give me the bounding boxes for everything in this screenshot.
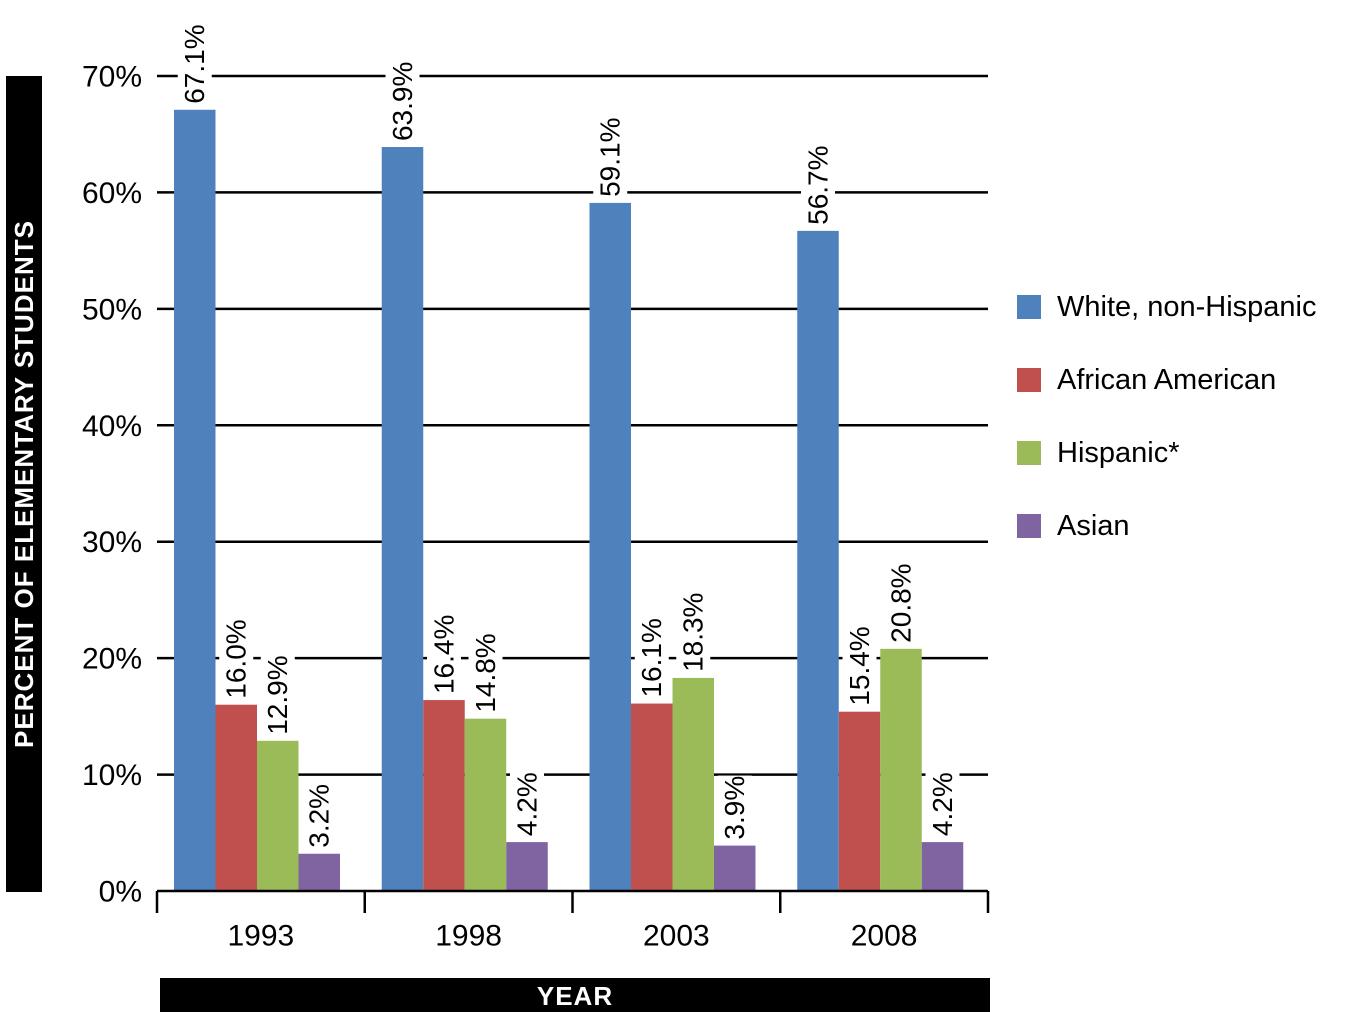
data-label: 16.1% (636, 618, 667, 697)
gridlines (157, 74, 988, 776)
data-label: 16.0% (221, 619, 252, 698)
x-tick-label: 1993 (228, 920, 295, 953)
bars (174, 109, 964, 892)
data-label: 20.8% (886, 563, 917, 642)
x-axis-title: YEAR (537, 981, 613, 1011)
data-label-mask (468, 633, 503, 715)
data-label-mask (634, 618, 669, 700)
y-tick-label: 20% (82, 643, 142, 676)
bar (921, 842, 964, 891)
bar (215, 704, 257, 891)
data-label: 56.7% (803, 145, 834, 224)
data-label: 18.3% (678, 593, 709, 672)
bar (298, 853, 340, 891)
legend-swatch (1017, 368, 1041, 392)
legend: White, non-Hispanic African American Hispa… (1017, 291, 1317, 542)
data-label-mask (427, 614, 461, 697)
data-label-mask (385, 61, 420, 144)
y-tick-label: 10% (82, 759, 142, 792)
legend-swatch (1017, 441, 1041, 465)
data-label-mask (676, 592, 711, 674)
bar (797, 230, 839, 892)
y-tick-label: 60% (82, 177, 142, 210)
x-tick-label: 2008 (851, 920, 918, 953)
legend-swatch (1017, 295, 1041, 319)
data-label: 4.2% (927, 772, 958, 836)
y-axis-title-band (6, 76, 42, 892)
data-label-mask (302, 783, 337, 850)
data-label: 15.4% (844, 626, 875, 705)
data-labels: 67.1% 16.0% 12.9% 3.2% 63.9% 16.4% 14.8% 4.2% 59… (177, 24, 960, 850)
y-tick-label: 30% (82, 526, 142, 559)
data-label-mask (260, 655, 295, 737)
y-axis-title: PERCENT OF ELEMENTARY STUDENTS (9, 220, 39, 748)
data-label-mask (842, 626, 877, 708)
data-label: 59.1% (595, 118, 626, 197)
x-axis-title-band (160, 978, 990, 1012)
legend-label: Hispanic* (1057, 437, 1180, 469)
data-label: 12.9% (262, 655, 293, 734)
y-tick-label: 0% (99, 876, 142, 909)
bar (174, 109, 216, 891)
data-label: 3.2% (304, 784, 335, 848)
data-label: 63.9% (387, 62, 418, 141)
bar (506, 842, 548, 891)
data-label: 4.2% (512, 772, 543, 836)
y-tick-label: 70% (82, 61, 142, 94)
legend-label: White, non-Hispanic (1057, 291, 1317, 323)
data-label-mask (510, 772, 544, 839)
data-label-mask (801, 145, 835, 227)
data-label-mask (717, 775, 752, 842)
bar (423, 700, 465, 891)
data-label-mask (884, 563, 918, 645)
bar (381, 147, 424, 891)
axes: 0% 10% 20% 30% 40% 50% 60% 70% 1993 1998 2003 2008 (82, 61, 990, 953)
data-label-mask (177, 24, 212, 106)
data-label-mask (593, 117, 628, 199)
x-tick-label: 2003 (643, 920, 710, 953)
data-label: 67.1% (179, 24, 210, 103)
data-label: 16.4% (429, 615, 460, 694)
data-label: 3.9% (719, 776, 750, 840)
bar (714, 845, 756, 891)
y-tick-label: 50% (82, 293, 142, 326)
bar (631, 703, 673, 891)
bar (880, 648, 922, 891)
legend-swatch (1017, 514, 1041, 538)
bar (464, 718, 507, 891)
data-label-mask (219, 619, 254, 701)
bar (257, 740, 299, 891)
data-label: 14.8% (470, 633, 501, 712)
legend-label: African American (1057, 364, 1276, 396)
data-label-mask (925, 772, 960, 839)
bar (672, 677, 714, 891)
bar (838, 711, 881, 891)
y-tick-label: 40% (82, 410, 142, 443)
legend-label: Asian (1057, 510, 1130, 542)
bar (589, 202, 631, 891)
x-tick-label: 1998 (435, 920, 502, 953)
